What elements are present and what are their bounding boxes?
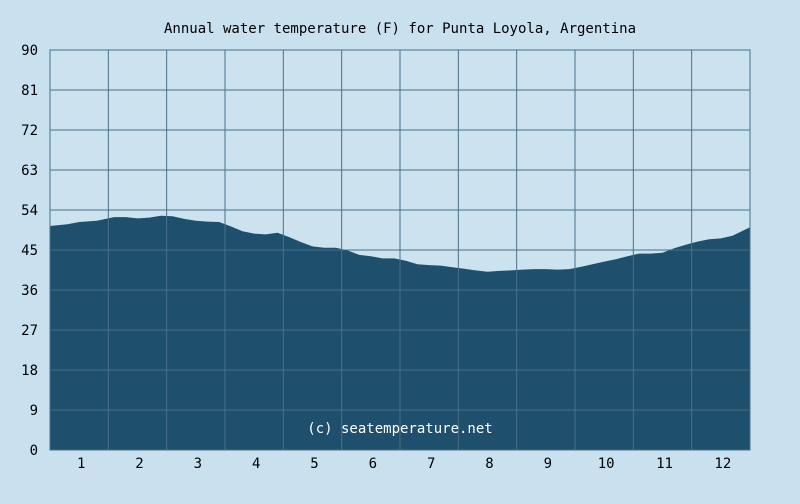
x-tick-label: 11 xyxy=(656,456,673,472)
x-tick-label: 8 xyxy=(485,456,493,472)
watermark: (c) seatemperature.net xyxy=(307,421,492,437)
y-tick-label: 36 xyxy=(21,283,38,299)
y-tick-label: 27 xyxy=(21,323,38,339)
y-tick-label: 0 xyxy=(30,443,38,459)
y-tick-label: 45 xyxy=(21,243,38,259)
x-tick-label: 3 xyxy=(194,456,202,472)
x-tick-label: 10 xyxy=(598,456,615,472)
y-tick-label: 63 xyxy=(21,163,38,179)
plot-border xyxy=(49,49,751,451)
y-tick-label: 81 xyxy=(21,83,38,99)
y-tick-label: 9 xyxy=(30,403,38,419)
x-axis-ticks: 1 2 3 4 5 6 7 8 9 10 11 12 xyxy=(77,456,731,472)
x-tick-label: 2 xyxy=(135,456,143,472)
y-tick-label: 54 xyxy=(21,203,38,219)
x-tick-label: 6 xyxy=(369,456,377,472)
x-tick-label: 1 xyxy=(77,456,85,472)
y-tick-label: 72 xyxy=(21,123,38,139)
y-tick-label: 18 xyxy=(21,363,38,379)
y-axis-ticks: 0 9 18 27 36 45 54 63 72 81 90 xyxy=(21,43,38,459)
x-tick-label: 7 xyxy=(427,456,435,472)
y-tick-label: 90 xyxy=(21,43,38,59)
x-tick-label: 12 xyxy=(714,456,731,472)
x-tick-label: 9 xyxy=(544,456,552,472)
x-tick-label: 5 xyxy=(310,456,318,472)
chart-title: Annual water temperature (F) for Punta L… xyxy=(164,21,636,37)
x-tick-label: 4 xyxy=(252,456,260,472)
